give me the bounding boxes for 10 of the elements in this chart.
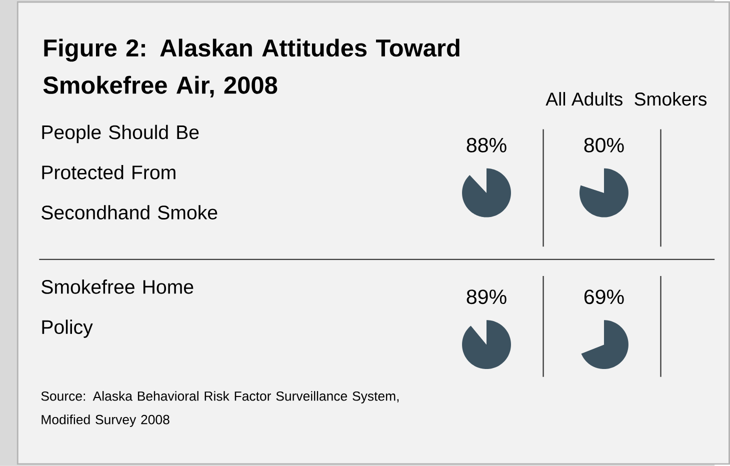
text: Smokers [634,92,707,106]
data-label: 80% [584,138,624,152]
text: All Adults [546,92,622,106]
data-label: 89% [466,290,506,304]
text: People Should Be Protected From Secondhand Smoke [42,124,218,220]
source-note: Source: Alaska Behavioral Risk Factor Surveillance System, Modified Survey 2008 [41,391,399,427]
text: Smokefree Home Policy [42,280,194,338]
data-label: 69% [584,290,624,304]
text: Figure 2: Alaskan Attitudes Toward Smokefree Air, 2008 [43,38,460,98]
data-label: 88% [466,138,506,152]
